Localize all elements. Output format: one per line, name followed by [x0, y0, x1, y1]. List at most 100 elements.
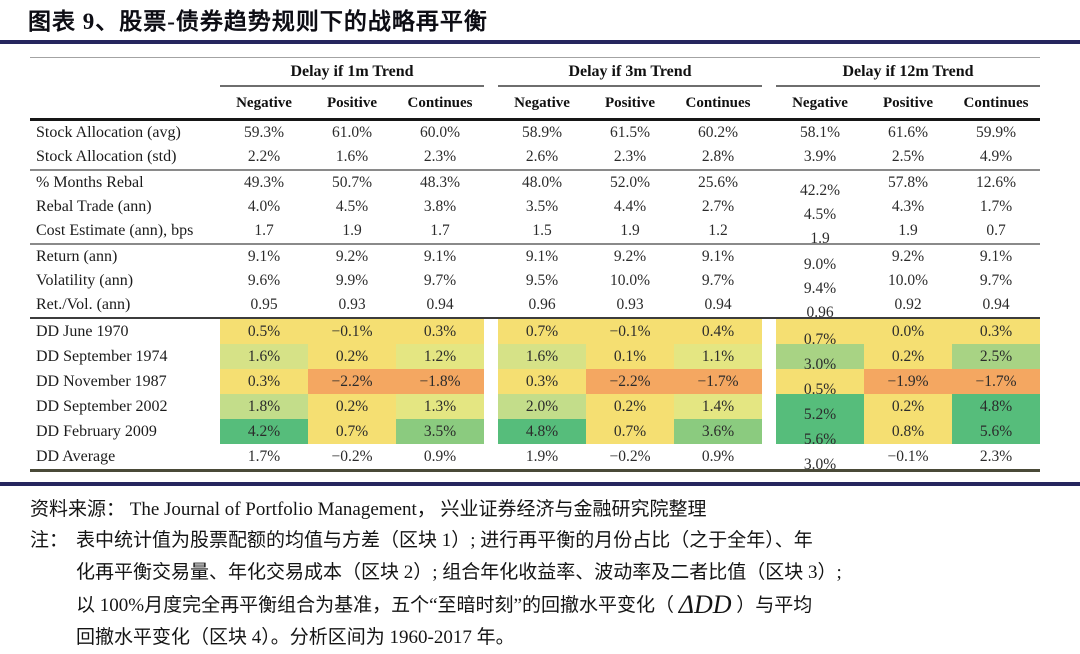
- cell-value: 0.8%: [891, 422, 925, 440]
- cell-value: 0.93: [338, 296, 366, 313]
- column-gap: [762, 89, 776, 118]
- column-gap: [484, 444, 498, 469]
- table-cell: 9.7%: [952, 269, 1040, 293]
- cell-value: 3.0%: [803, 455, 837, 473]
- row-label: DD September 1974: [36, 347, 168, 365]
- cell-value: 0.7%: [613, 422, 647, 440]
- cell-value: 9.2%: [335, 248, 369, 265]
- table-cell: 1.2%: [396, 344, 484, 369]
- cell-value: −0.1%: [609, 322, 651, 340]
- table-cell: 9.2%: [308, 245, 396, 269]
- table-cell: 25.6%: [674, 171, 762, 195]
- cell-value: 0.3%: [247, 372, 281, 390]
- cell-value: 9.6%: [247, 272, 281, 289]
- table-cell: 57.8%: [864, 171, 952, 195]
- table-cell: 9.1%: [396, 245, 484, 269]
- column-gap: [762, 293, 776, 317]
- table-block: % Months Rebal 49.3% 50.7% 48.3% 48.0% 52.0% 2…: [30, 169, 1040, 247]
- table-cell: 1.7: [396, 219, 484, 243]
- table-cell: 1.9%: [498, 444, 586, 469]
- table-cell: 3.6%: [674, 419, 762, 444]
- note-line-3-suffix: ）与平均: [731, 595, 813, 616]
- cell-value: 0.5%: [247, 322, 281, 340]
- cell-value: 2.8%: [701, 148, 735, 165]
- table-row: Rebal Trade (ann) 4.0% 4.5% 3.8% 3.5% 4.4% 2.7…: [30, 195, 1040, 223]
- table-row: Stock Allocation (std) 2.2% 1.6% 2.3% 2.6% 2.…: [30, 145, 1040, 169]
- cell-value: 2.5%: [979, 347, 1013, 365]
- table-cell: 9.1%: [952, 245, 1040, 269]
- cell-value: 9.4%: [803, 280, 837, 297]
- cell-value: −1.7%: [697, 372, 739, 390]
- cell-value: 0.92: [894, 296, 922, 313]
- row-label: Return (ann): [36, 248, 118, 265]
- cell-value: 0.94: [982, 296, 1010, 313]
- cell-value: 4.9%: [979, 148, 1013, 165]
- cell-value: −2.2%: [609, 372, 651, 390]
- table-cell: −0.2%: [308, 444, 396, 469]
- subheader-cell: Continues: [685, 95, 751, 111]
- cell-value: 9.2%: [891, 248, 925, 265]
- cell-value: 0.7%: [335, 422, 369, 440]
- cell-value: 1.7: [254, 222, 274, 239]
- table-cell: 0.9%: [674, 444, 762, 469]
- column-gap: [484, 171, 498, 195]
- rebalance-table: Delay if 1m Trend Delay if 3m Trend Delay …: [30, 57, 1040, 473]
- table-cell: 0.0%: [864, 319, 952, 344]
- table-cell: 0.8%: [864, 419, 952, 444]
- column-gap: [484, 121, 498, 145]
- table-cell: 4.5%: [308, 195, 396, 219]
- cell-value: 9.1%: [525, 248, 559, 265]
- cell-value: 0.3%: [423, 322, 457, 340]
- table-cell: 9.1%: [498, 245, 586, 269]
- cell-value: 0.9%: [423, 447, 457, 465]
- cell-value: 4.0%: [247, 198, 281, 215]
- table-cell: 2.8%: [674, 145, 762, 169]
- cell-value: 0.96: [806, 304, 834, 321]
- cell-value: 25.6%: [697, 174, 739, 191]
- table-header: Delay if 1m Trend Delay if 3m Trend Delay …: [30, 58, 1040, 121]
- cell-value: 1.1%: [701, 347, 735, 365]
- table-cell: 1.7%: [220, 444, 308, 469]
- cell-value: −0.2%: [331, 447, 373, 465]
- table-row: DD Average 1.7% −0.2% 0.9% 1.9% −0.2% 0.9% 3.0%…: [30, 444, 1040, 473]
- table-cell: 9.9%: [308, 269, 396, 293]
- table-row: DD February 2009 4.2% 0.7% 3.5% 4.8% 0.7% 3.6%…: [30, 419, 1040, 448]
- column-gap: [762, 369, 776, 394]
- subheader-cell: Positive: [605, 95, 655, 111]
- table-cell: 12.6%: [952, 171, 1040, 195]
- table-cell: 0.2%: [308, 394, 396, 419]
- cell-value: 61.6%: [887, 124, 929, 141]
- group-header: Delay if 3m Trend: [498, 61, 762, 87]
- cell-value: 0.7: [986, 222, 1006, 239]
- cell-value: 2.3%: [979, 447, 1013, 465]
- cell-value: 42.2%: [799, 182, 841, 199]
- table-cell: 0.3%: [396, 319, 484, 344]
- cell-value: 2.2%: [247, 148, 281, 165]
- subheader-row: Negative Positive Continues Negative Positiv…: [30, 89, 1040, 121]
- table-cell: 1.9: [776, 219, 864, 247]
- cell-value: 1.9: [620, 222, 640, 239]
- cell-value: 0.3%: [979, 322, 1013, 340]
- note-line-2: 化再平衡交易量、年化交易成本（区块 2）; 组合年化收益率、波动率及二者比值（区…: [76, 562, 842, 583]
- cell-value: 58.9%: [521, 124, 563, 141]
- table-cell: 9.6%: [220, 269, 308, 293]
- table-cell: −0.1%: [864, 444, 952, 469]
- column-gap: [484, 344, 498, 369]
- cell-value: −2.2%: [331, 372, 373, 390]
- cell-value: 0.7%: [803, 330, 837, 348]
- table-cell: 1.8%: [220, 394, 308, 419]
- cell-value: 2.3%: [613, 148, 647, 165]
- table-cell: 1.2: [674, 219, 762, 243]
- cell-value: 4.8%: [979, 397, 1013, 415]
- table-row: DD September 2002 1.8% 0.2% 1.3% 2.0% 0.2% 1.4…: [30, 394, 1040, 423]
- cell-value: 3.0%: [803, 355, 837, 373]
- table-cell: 0.4%: [674, 319, 762, 344]
- table-cell: 58.1%: [776, 121, 864, 145]
- table-cell: 1.1%: [674, 344, 762, 369]
- table-cell: 1.6%: [308, 145, 396, 169]
- cell-value: 57.8%: [887, 174, 929, 191]
- table-cell: 1.9: [864, 219, 952, 243]
- column-gap: [484, 394, 498, 419]
- cell-value: −0.1%: [887, 447, 929, 465]
- table-cell: 2.5%: [864, 145, 952, 169]
